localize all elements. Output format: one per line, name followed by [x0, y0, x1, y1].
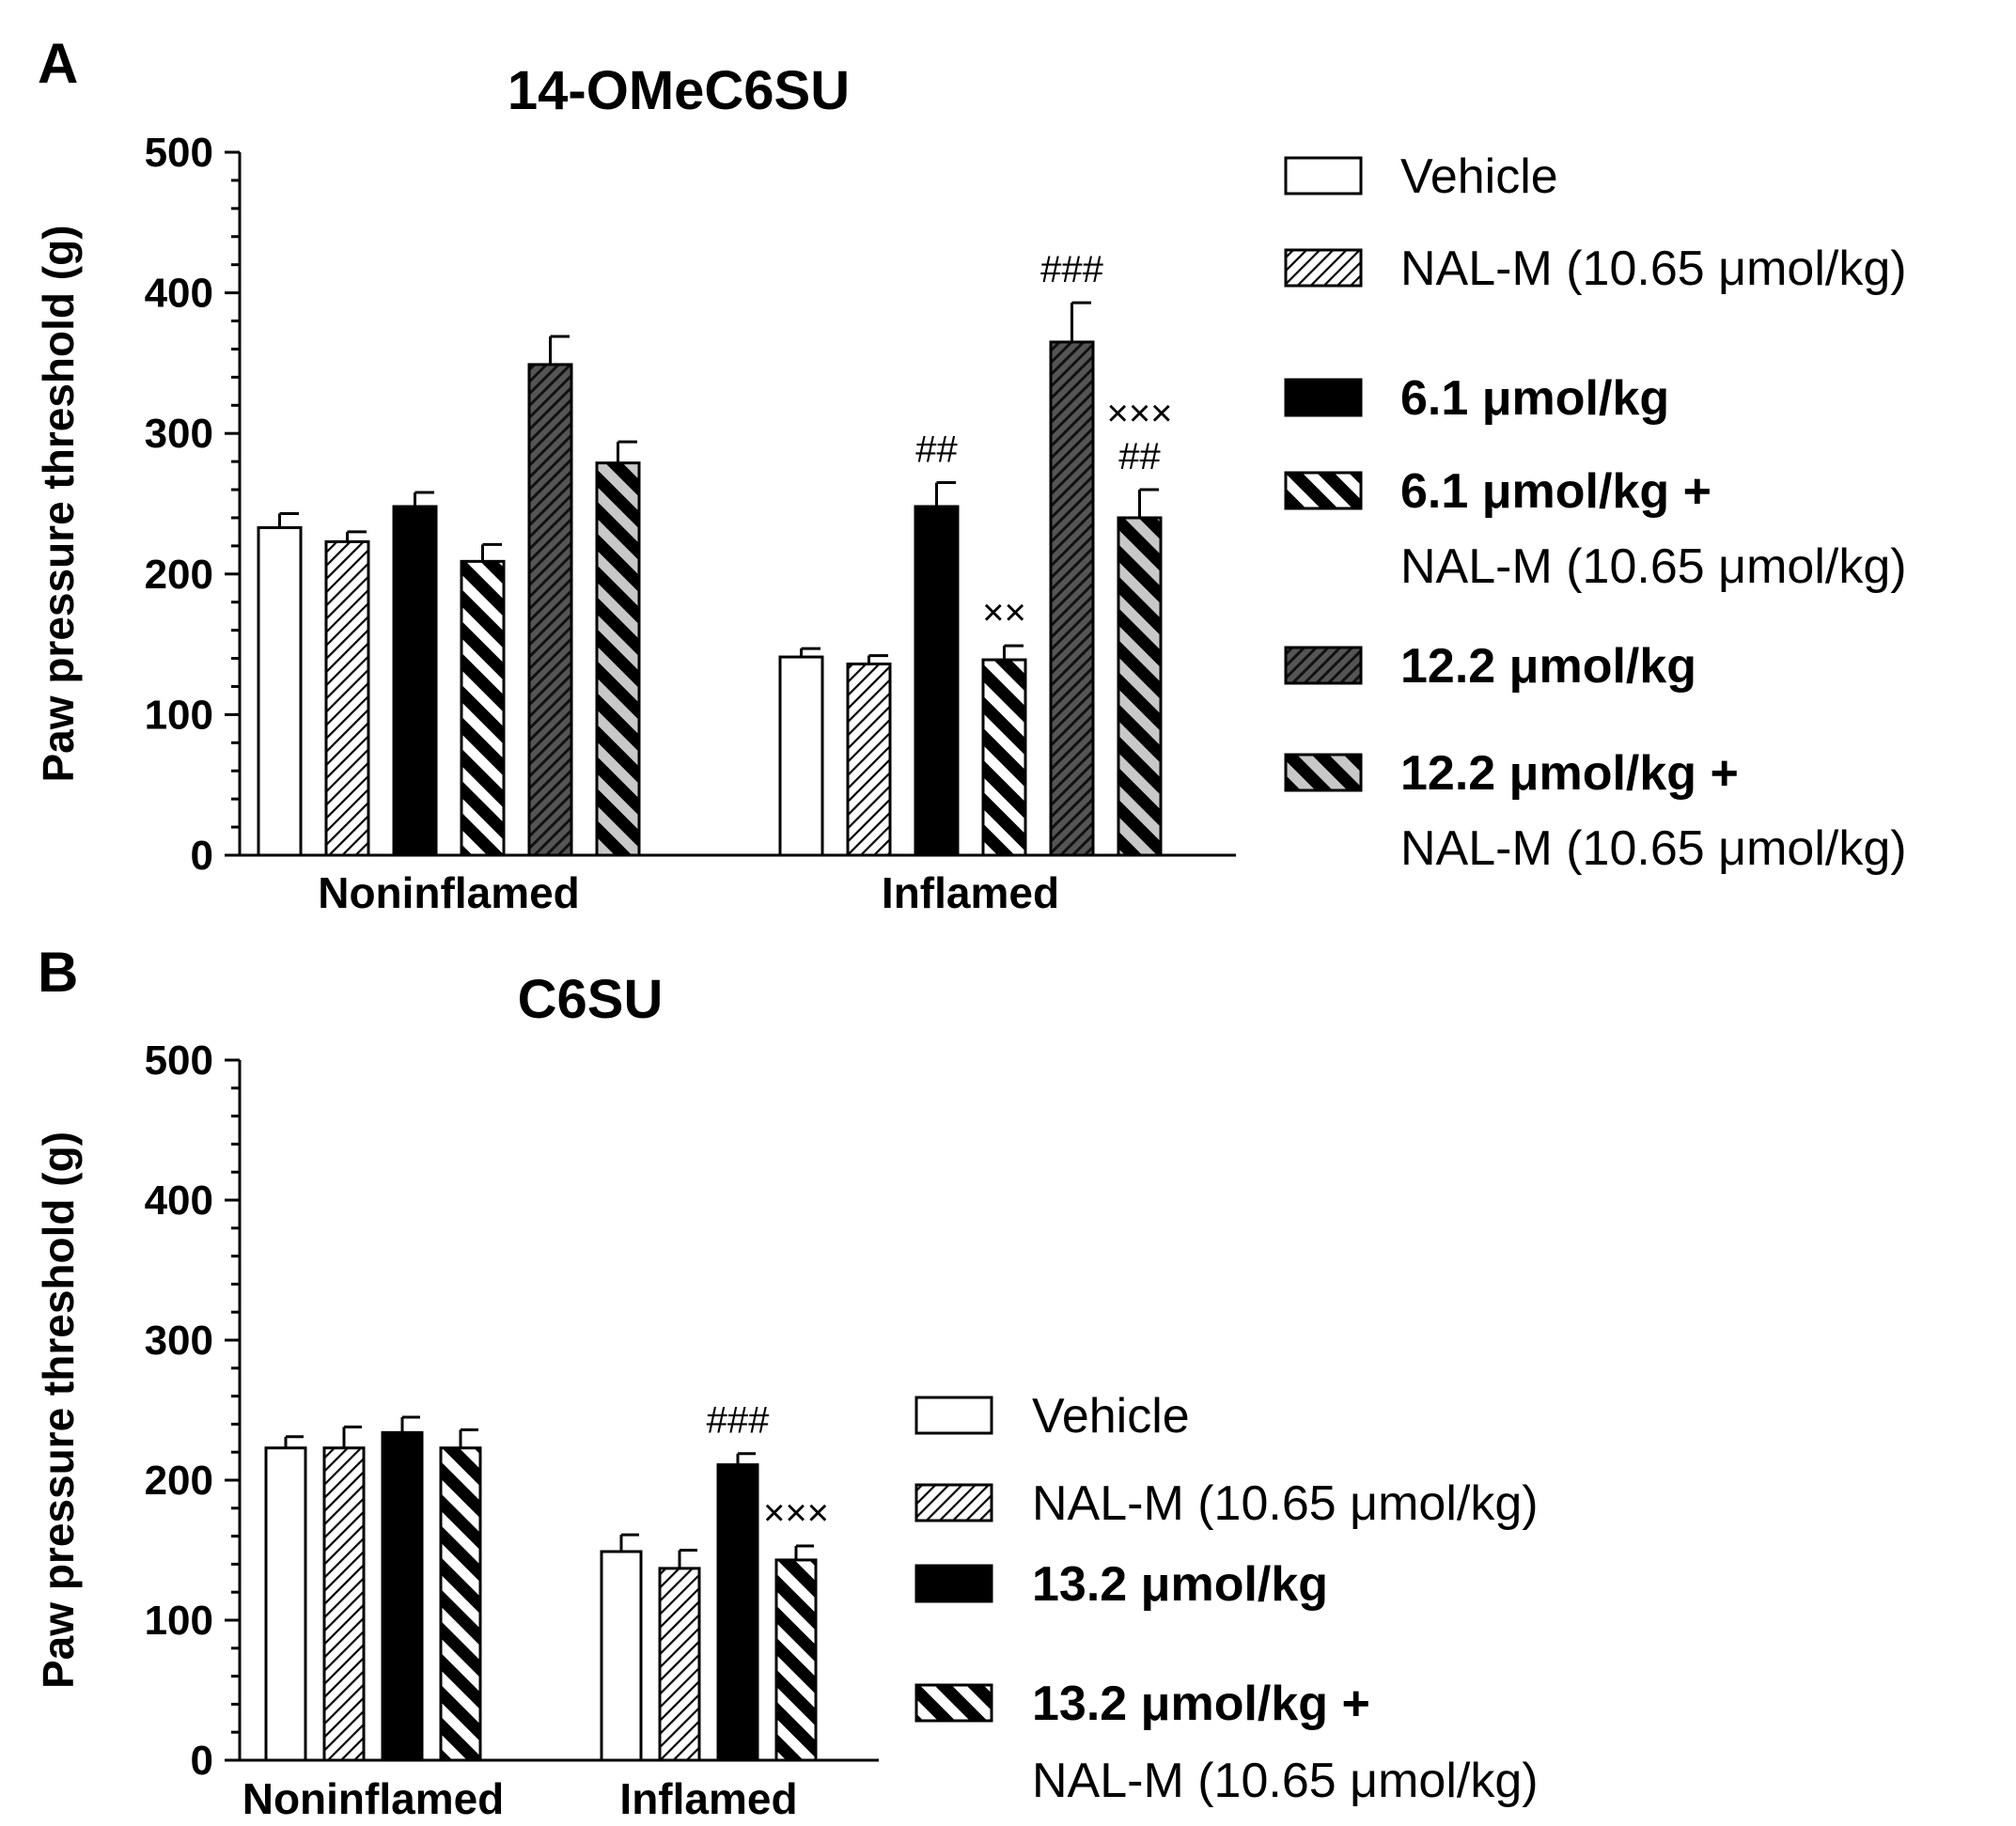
legend-swatch	[1284, 156, 1363, 195]
legend-label-line2: NAL-M (10.65 μmol/kg)	[1400, 539, 1907, 594]
significance-annotation: ××	[982, 592, 1026, 633]
legend-swatch	[1284, 378, 1363, 417]
y-tick-label: 500	[145, 130, 213, 176]
chart-title: C6SU	[518, 969, 664, 1030]
legend-label: 13.2 μmol/kg +	[1032, 1677, 1370, 1731]
bar	[716, 1463, 759, 1762]
bar	[381, 1430, 424, 1762]
legend-swatch	[1284, 646, 1363, 685]
significance-annotation: ×××	[1106, 393, 1172, 434]
category-label: Inflamed	[619, 1774, 797, 1823]
legend-label: NAL-M (10.65 μmol/kg)	[1400, 242, 1907, 296]
bar	[778, 655, 824, 857]
y-axis-title: Paw pressure threshold (g)	[34, 1131, 83, 1689]
y-tick-label: 0	[191, 833, 213, 879]
legend-label: 6.1 μmol/kg +	[1400, 464, 1711, 519]
legend-label: 13.2 μmol/kg	[1032, 1557, 1328, 1612]
significance-annotation: ###	[1040, 249, 1103, 290]
legend-label: 6.1 μmol/kg	[1400, 371, 1669, 426]
significance-annotation: ×××	[763, 1492, 829, 1534]
legend-swatch	[1284, 471, 1363, 510]
bar	[1117, 516, 1163, 857]
legend-label: Vehicle	[1032, 1389, 1190, 1444]
bar	[460, 559, 506, 857]
y-tick-label: 100	[145, 692, 213, 738]
y-tick-label: 100	[145, 1598, 213, 1644]
significance-annotation: ###	[707, 1400, 770, 1442]
bar	[600, 1550, 643, 1762]
y-tick-label: 400	[145, 1178, 213, 1224]
bar	[774, 1558, 818, 1762]
bar	[527, 363, 573, 857]
legend-swatch	[1284, 248, 1363, 288]
panel-a: A 14-OMeC6SU Paw pressure threshold (g) 0 10…	[34, 32, 1907, 917]
y-tick-label: 200	[145, 1458, 213, 1504]
bar	[595, 461, 641, 857]
bar	[1049, 340, 1095, 857]
panel-label: B	[38, 941, 78, 1004]
legend: Vehicle NAL-M (10.65 μmol/kg) 13.2 μmol/kg…	[914, 1389, 1539, 1808]
legend-label-line2: NAL-M (10.65 μmol/kg)	[1400, 821, 1907, 876]
legend-swatch	[914, 1683, 993, 1723]
legend-label: 12.2 μmol/kg +	[1400, 746, 1739, 801]
bar	[658, 1567, 701, 1762]
bar	[846, 663, 892, 857]
significance-annotation: ##	[1118, 436, 1161, 477]
legend-label: 12.2 μmol/kg	[1400, 639, 1696, 694]
legend-swatch	[914, 1396, 993, 1435]
bar	[264, 1446, 307, 1762]
significance-annotation: ##	[915, 429, 958, 471]
y-tick-label: 500	[145, 1038, 213, 1084]
panel-b: B C6SU Paw pressure threshold (g) 0 100 200 30…	[34, 941, 1539, 1823]
bar	[322, 1446, 366, 1762]
legend-swatch	[914, 1483, 993, 1522]
y-tick-label: 400	[145, 271, 213, 317]
y-axis-title: Paw pressure threshold (g)	[34, 225, 83, 782]
legend-label-line2: NAL-M (10.65 μmol/kg)	[1032, 1754, 1539, 1808]
y-tick-label: 0	[191, 1738, 213, 1784]
category-label: Inflamed	[882, 868, 1059, 917]
legend-label: NAL-M (10.65 μmol/kg)	[1032, 1476, 1539, 1531]
y-tick-label: 300	[145, 1318, 213, 1364]
bar	[439, 1446, 482, 1762]
legend: Vehicle NAL-M (10.65 μmol/kg) 6.1 μmol/kg 6…	[1284, 149, 1907, 876]
y-tick-label: 200	[145, 552, 213, 598]
bar	[914, 505, 960, 857]
legend-label: Vehicle	[1400, 149, 1558, 204]
category-label: Noninflamed	[242, 1774, 505, 1823]
bar	[981, 658, 1027, 857]
chart-title: 14-OMeC6SU	[508, 60, 850, 121]
legend-swatch	[1284, 753, 1363, 792]
bar	[257, 525, 303, 857]
bar	[392, 505, 438, 857]
legend-swatch	[914, 1564, 993, 1603]
panel-label: A	[38, 32, 78, 95]
y-tick-label: 300	[145, 411, 213, 457]
category-label: Noninflamed	[318, 868, 580, 917]
bar	[324, 539, 370, 857]
